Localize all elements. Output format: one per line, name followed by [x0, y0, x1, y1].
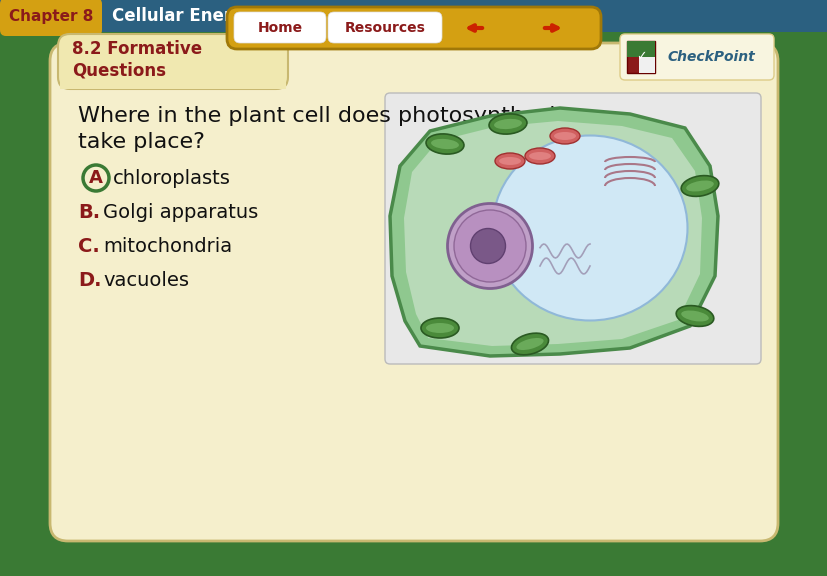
Ellipse shape [681, 176, 718, 196]
FancyBboxPatch shape [327, 12, 442, 43]
Ellipse shape [494, 119, 521, 129]
Ellipse shape [511, 333, 547, 355]
Text: Where in the plant cell does photosynthesis: Where in the plant cell does photosynthe… [78, 106, 566, 126]
Ellipse shape [420, 318, 458, 338]
Text: mitochondria: mitochondria [103, 237, 232, 256]
Ellipse shape [492, 135, 686, 320]
Ellipse shape [425, 323, 453, 333]
Polygon shape [390, 108, 717, 356]
Polygon shape [404, 121, 701, 346]
Text: D.: D. [78, 271, 102, 290]
FancyBboxPatch shape [626, 41, 654, 57]
FancyBboxPatch shape [0, 0, 102, 36]
Ellipse shape [524, 148, 554, 164]
Text: 8.2 Formative: 8.2 Formative [72, 40, 202, 58]
Ellipse shape [495, 153, 524, 169]
FancyBboxPatch shape [385, 93, 760, 364]
FancyBboxPatch shape [234, 12, 326, 43]
Ellipse shape [676, 306, 713, 327]
FancyBboxPatch shape [227, 7, 600, 49]
Ellipse shape [489, 114, 526, 134]
Text: Home: Home [257, 21, 302, 35]
FancyBboxPatch shape [60, 69, 285, 89]
Ellipse shape [453, 210, 525, 282]
Text: take place?: take place? [78, 132, 204, 152]
Ellipse shape [681, 310, 708, 321]
Text: Chapter 8: Chapter 8 [9, 9, 93, 25]
Text: Questions: Questions [72, 61, 165, 79]
Text: B.: B. [78, 203, 100, 222]
Ellipse shape [516, 338, 543, 350]
FancyBboxPatch shape [50, 43, 777, 541]
FancyBboxPatch shape [638, 41, 654, 73]
FancyBboxPatch shape [0, 0, 827, 32]
Text: CheckPoint: CheckPoint [667, 50, 754, 64]
Text: Resources: Resources [344, 21, 425, 35]
Ellipse shape [553, 132, 576, 140]
Ellipse shape [499, 157, 520, 165]
Ellipse shape [426, 134, 463, 154]
Text: Golgi apparatus: Golgi apparatus [103, 203, 258, 222]
Ellipse shape [528, 152, 550, 160]
Ellipse shape [447, 203, 532, 289]
Ellipse shape [431, 139, 458, 149]
Ellipse shape [549, 128, 579, 144]
Text: ✓: ✓ [635, 51, 645, 63]
Text: C.: C. [78, 237, 99, 256]
Text: Cellular Energy: Cellular Energy [112, 7, 255, 25]
Ellipse shape [686, 180, 713, 191]
FancyBboxPatch shape [626, 41, 654, 73]
Text: vacuoles: vacuoles [103, 271, 189, 290]
FancyBboxPatch shape [58, 34, 288, 89]
Text: chloroplasts: chloroplasts [112, 169, 231, 188]
FancyBboxPatch shape [619, 34, 773, 80]
Ellipse shape [470, 229, 505, 263]
Text: A: A [89, 169, 103, 187]
